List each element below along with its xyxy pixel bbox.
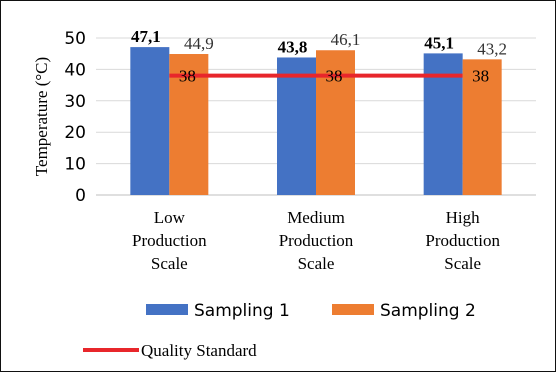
data-label-sampling-2: 43,2 xyxy=(477,39,507,58)
legend-swatch-sampling-2 xyxy=(332,304,374,315)
legend: Sampling 1 Sampling 2 Quality Standard xyxy=(83,301,476,360)
x-category-label: Scale xyxy=(444,254,481,273)
y-tick-label: 30 xyxy=(64,92,86,112)
quality-standard-label: 38 xyxy=(472,67,489,86)
data-labels: 47,1 44,9 43,8 46,1 45,1 43,2 38 38 38 xyxy=(131,27,507,86)
quality-standard-label: 38 xyxy=(326,67,343,86)
x-category-label: Scale xyxy=(151,254,188,273)
x-category-label: Medium xyxy=(287,208,345,227)
bar-1 xyxy=(277,57,316,195)
x-category-label: High xyxy=(446,208,481,227)
legend-label-sampling-2: Sampling 2 xyxy=(380,301,476,321)
x-category-label: Production xyxy=(132,231,207,250)
x-category-label: Production xyxy=(425,231,500,250)
axes: 0 10 20 30 40 50 Temperature (°C) Low Production… xyxy=(32,29,536,273)
data-label-sampling-2: 44,9 xyxy=(184,34,214,53)
data-label-sampling-2: 46,1 xyxy=(331,30,361,49)
y-tick-label: 20 xyxy=(64,123,86,143)
legend-swatch-sampling-1 xyxy=(146,304,188,315)
data-label-sampling-1: 45,1 xyxy=(424,33,454,52)
legend-label-quality-standard: Quality Standard xyxy=(141,341,257,360)
y-tick-label: 0 xyxy=(75,186,86,206)
bar-2 xyxy=(462,59,502,195)
data-label-sampling-1: 43,8 xyxy=(278,37,308,56)
legend-label-sampling-1: Sampling 1 xyxy=(194,301,290,321)
data-label-sampling-1: 47,1 xyxy=(131,27,161,46)
y-tick-label: 50 xyxy=(64,29,86,49)
x-category-label: Production xyxy=(279,231,354,250)
quality-standard-label: 38 xyxy=(179,67,196,86)
y-tick-label: 10 xyxy=(64,155,86,175)
y-axis-label: Temperature (°C) xyxy=(32,57,51,176)
bar-1 xyxy=(130,47,170,195)
x-category-label: Scale xyxy=(298,254,335,273)
x-category-label: Low xyxy=(154,208,186,227)
y-tick-label: 40 xyxy=(64,60,86,80)
